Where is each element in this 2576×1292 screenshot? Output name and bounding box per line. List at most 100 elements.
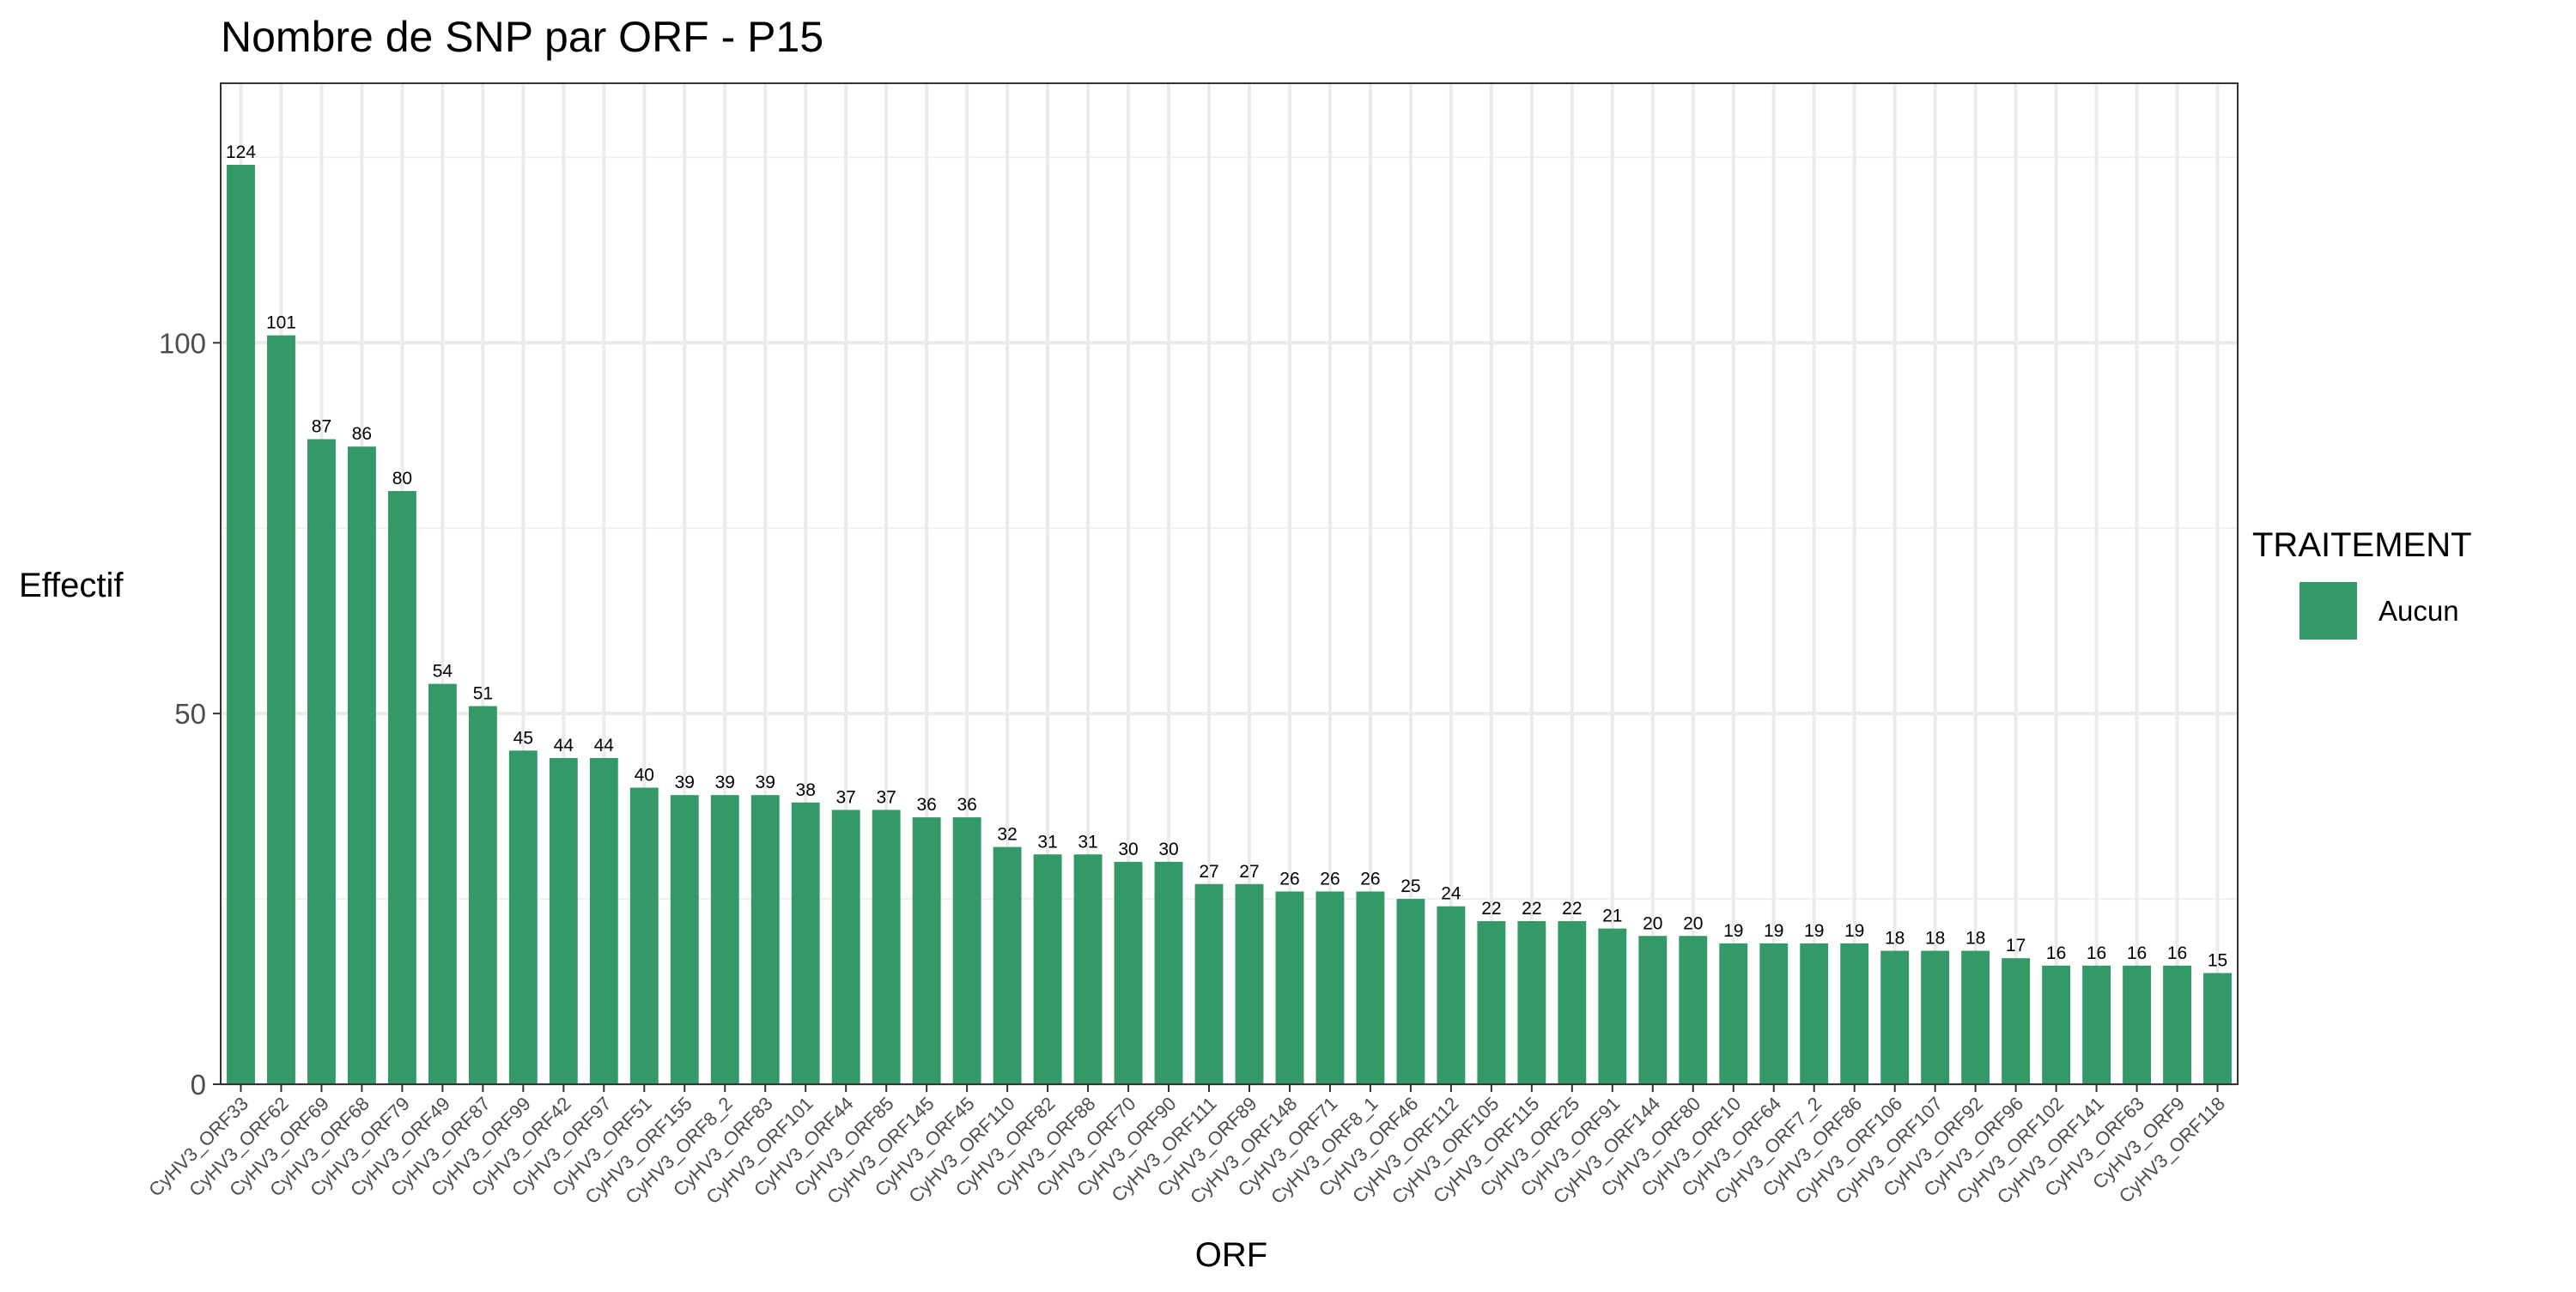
bar-value-label: 31 [1078,832,1097,852]
bar [629,787,659,1084]
bar [2163,965,2191,1084]
bar [912,817,941,1084]
bar-value-label: 20 [1683,913,1703,933]
bar-value-label: 38 [796,780,816,800]
bar-value-label: 44 [594,736,615,755]
bar-value-label: 30 [1118,840,1138,859]
bar-value-label: 26 [1279,869,1299,889]
bar [387,491,416,1084]
bar [872,810,901,1084]
bar [307,439,336,1085]
bar-value-label: 37 [876,787,896,807]
bar-value-label: 16 [2127,943,2147,963]
bar [750,795,780,1084]
bar [1114,861,1143,1084]
bar-value-label: 101 [266,313,296,333]
y-tick-label: 100 [159,327,206,359]
x-axis-title: ORF [1195,1236,1267,1274]
legend-title: TRAITEMENT [2252,526,2472,564]
bar [1598,928,1627,1084]
bar-value-label: 45 [513,728,533,748]
bar [227,165,255,1084]
bar [468,706,497,1084]
y-tick-label: 0 [191,1069,206,1101]
bar-value-label: 44 [554,736,574,755]
bar-value-label: 25 [1400,876,1420,896]
bar-value-label: 39 [715,773,735,792]
y-axis: 0 50 100 [159,327,221,1101]
bar-value-label: 27 [1199,862,1218,882]
bar [549,757,578,1084]
bar [1235,883,1264,1084]
bar-value-label: 19 [1804,921,1824,941]
bar [1517,920,1546,1084]
bar [1880,950,1910,1084]
bar [1154,861,1183,1084]
bar-value-label: 16 [2046,943,2066,963]
legend: TRAITEMENT Aucun [2252,526,2472,640]
bar [1356,891,1385,1084]
bar [508,750,538,1084]
plot-border [220,82,2239,1085]
bar [1033,854,1062,1084]
bar-value-label: 19 [1764,921,1783,941]
bar [1558,920,1587,1084]
bar-value-label: 19 [1723,921,1743,941]
bar [831,810,860,1084]
legend-swatch [2300,582,2357,640]
bar [710,795,739,1084]
y-axis-title: Effectif [19,567,124,604]
bar [428,683,457,1084]
bar-value-label: 27 [1239,862,1259,882]
bars [227,165,2232,1085]
bar-value-label: 30 [1158,840,1178,859]
bar [1275,891,1304,1084]
bar-value-label: 18 [1885,929,1905,949]
bar [1719,943,1748,1084]
bar [2042,965,2071,1084]
bar-value-label: 26 [1320,869,1340,889]
bar-value-label: 18 [1965,929,1985,949]
bar [1921,950,1950,1084]
bar-value-label: 22 [1481,899,1501,919]
bar-value-label: 31 [1037,832,1057,852]
bar [1759,943,1789,1084]
bar-value-label: 40 [635,766,654,786]
bar-value-label: 39 [756,773,775,792]
bar [1437,906,1466,1084]
bar [1194,883,1224,1084]
bar [2002,958,2031,1084]
bar-value-label: 86 [352,424,372,444]
x-axis: CyHV3_ORF33CyHV3_ORF62CyHV3_ORF69CyHV3_O… [144,1084,2229,1208]
bar-value-label: 16 [2087,943,2106,963]
bar [589,757,618,1084]
bar-value-label: 16 [2167,943,2187,963]
bar-value-label: 19 [1844,921,1864,941]
bar-value-label: 54 [433,662,453,682]
bar-value-label: 51 [473,684,493,704]
bar [1477,920,1506,1084]
bar-value-label: 17 [2006,936,2026,955]
bar [1315,891,1345,1084]
bar [670,795,699,1084]
bar-value-label: 39 [675,773,695,792]
bar [2203,973,2232,1084]
chart-title: Nombre de SNP par ORF - P15 [221,13,823,61]
bar-value-label: 26 [1360,869,1380,889]
bar [267,335,295,1084]
bar [791,802,820,1084]
bar-value-label: 87 [312,417,331,437]
bar [993,846,1022,1084]
bar-value-label: 124 [226,143,256,162]
bar-value-label: 32 [997,825,1017,845]
bar-value-label: 24 [1441,884,1461,904]
y-tick-label: 50 [174,698,206,730]
bar [1396,899,1425,1084]
bar [347,446,376,1084]
bar-value-label: 80 [392,469,412,488]
bar-value-label: 20 [1643,913,1662,933]
panel-border [220,82,2239,1085]
bar [952,817,981,1084]
